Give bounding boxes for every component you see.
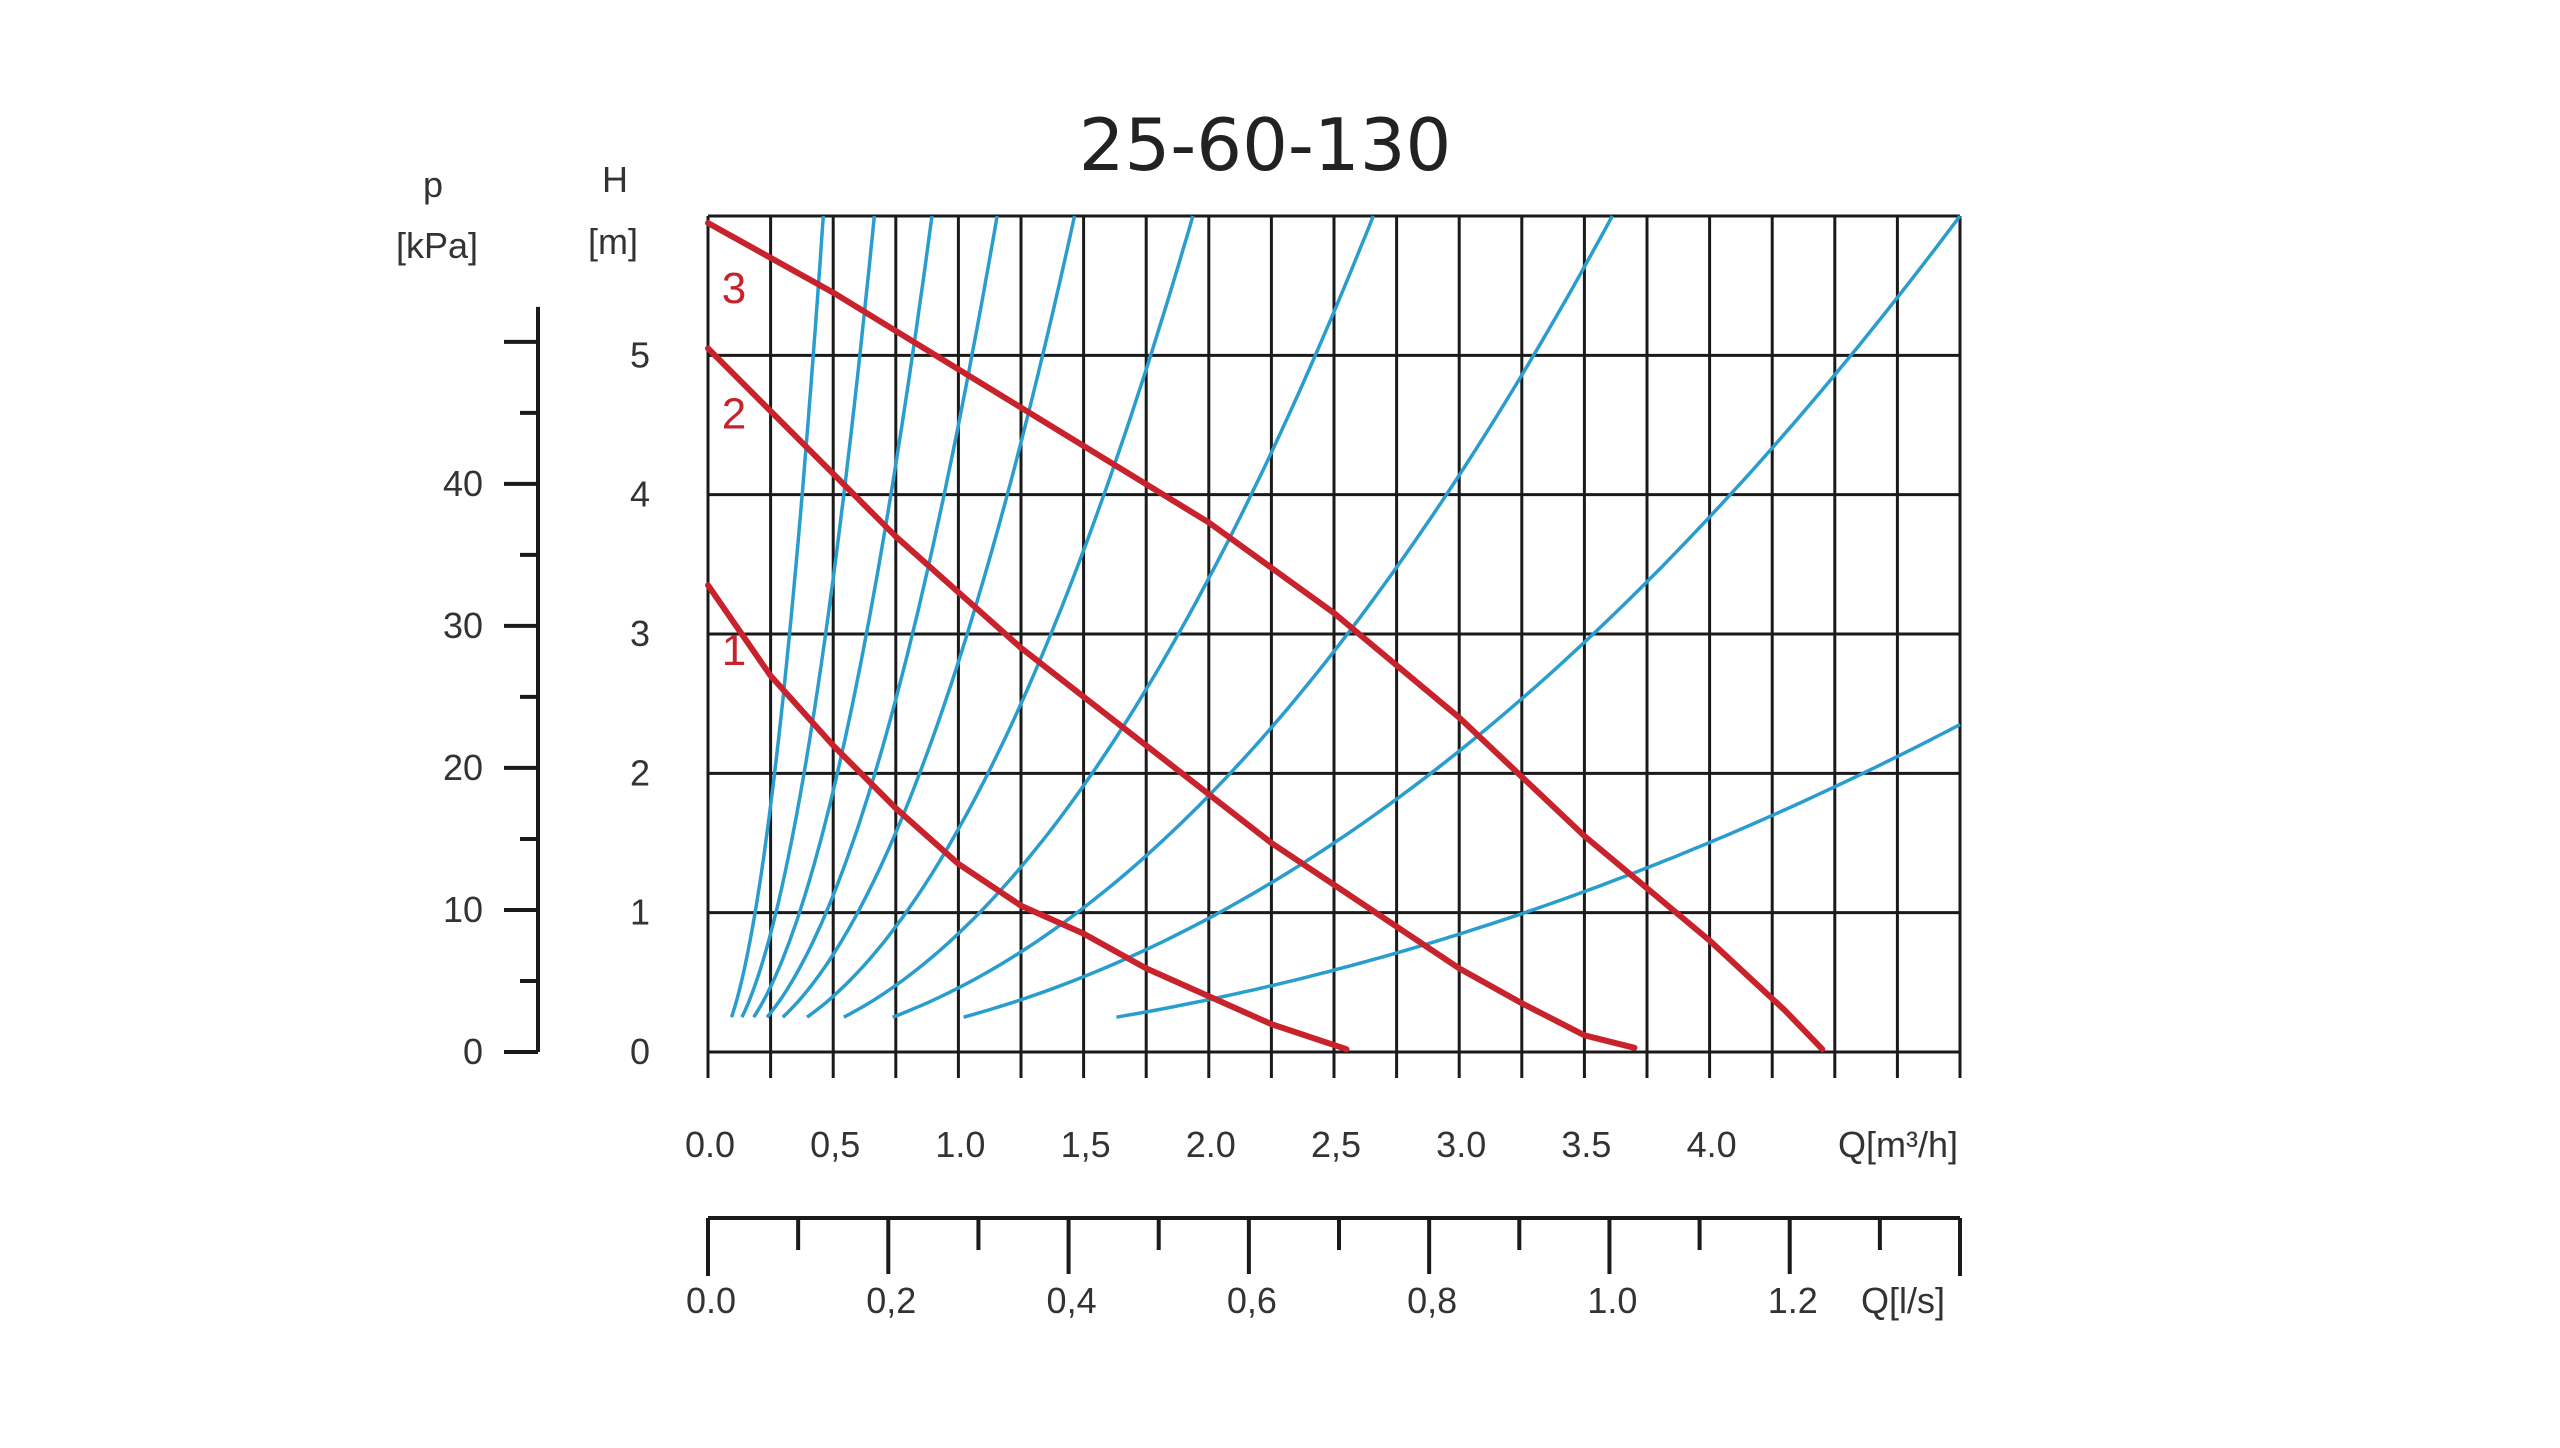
system-curve-2 [740, 215, 877, 1018]
system-curve-9 [963, 214, 1962, 1019]
pump-curve-2 [705, 345, 1638, 1051]
x-tick-label: 0.0 [685, 1124, 735, 1165]
x-tick-label: 0,5 [810, 1124, 860, 1165]
y-axis-label: H [602, 159, 628, 200]
secondary-x-tick-label: 0,2 [866, 1280, 916, 1321]
secondary-x-tick-label: 0,4 [1047, 1280, 1097, 1321]
y-axis-unit: [m] [588, 221, 638, 262]
y-tick-label: 0 [630, 1031, 650, 1072]
y-tick-label: 3 [630, 613, 650, 654]
axes: 0 1 2 3 4 5 0.0 0,5 1.0 1,5 2.0 2,5 3.0 3.5 4.0 0 10 20 30… [443, 306, 1962, 1321]
system-curve-1 [729, 215, 826, 1018]
secondary-y-axis-unit: [kPa] [396, 225, 478, 266]
y-tick-label: 2 [630, 752, 650, 793]
secondary-x-tick-label: 0.0 [686, 1280, 736, 1321]
x-axis-label: Q[m³/h] [1838, 1124, 1958, 1165]
secondary-y-tick-label: 40 [443, 463, 483, 504]
y-tick-label: 5 [630, 334, 650, 375]
x-tick-label: 4.0 [1687, 1124, 1737, 1165]
pump-curve-label-3: 3 [722, 264, 746, 313]
pump-curve-label-1: 1 [722, 626, 746, 675]
x-tick-label: 3.0 [1436, 1124, 1486, 1165]
system-curve-5 [781, 215, 1077, 1019]
system-curve-6 [805, 215, 1195, 1019]
secondary-y-tick-label: 20 [443, 747, 483, 788]
grid [706, 214, 1962, 1078]
secondary-x-tick-label: 0,6 [1227, 1280, 1277, 1321]
x-tick-label: 2.0 [1186, 1124, 1236, 1165]
y-tick-label: 1 [630, 892, 650, 933]
system-curve-7 [842, 215, 1375, 1019]
secondary-x-tick-label: 1.0 [1587, 1280, 1637, 1321]
pump-curve-3 [705, 220, 1826, 1053]
secondary-x-tick-label: 0,8 [1407, 1280, 1457, 1321]
system-curve-10 [1116, 723, 1961, 1019]
secondary-x-axis-label: Q[l/s] [1861, 1280, 1945, 1321]
secondary-y-tick-label: 10 [443, 889, 483, 930]
pump-curve-label-2: 2 [722, 389, 746, 438]
system-curve-3 [752, 215, 934, 1019]
secondary-y-tick-label: 0 [463, 1031, 483, 1072]
system-curves [729, 214, 1962, 1019]
pump-curve-1 [705, 582, 1350, 1053]
x-tick-label: 2,5 [1311, 1124, 1361, 1165]
x-tick-label: 1,5 [1061, 1124, 1111, 1165]
system-curve-8 [891, 215, 1614, 1019]
x-tick-label: 3.5 [1561, 1124, 1611, 1165]
y-tick-label: 4 [630, 474, 650, 515]
pump-curves: 1 2 3 [705, 220, 1826, 1053]
chart-title: 25-60-130 [1079, 103, 1452, 187]
system-curve-4 [765, 215, 999, 1019]
x-tick-label: 1.0 [935, 1124, 985, 1165]
secondary-y-axis-label: p [423, 164, 443, 205]
secondary-y-tick-label: 30 [443, 605, 483, 646]
secondary-x-tick-label: 1.2 [1768, 1280, 1818, 1321]
